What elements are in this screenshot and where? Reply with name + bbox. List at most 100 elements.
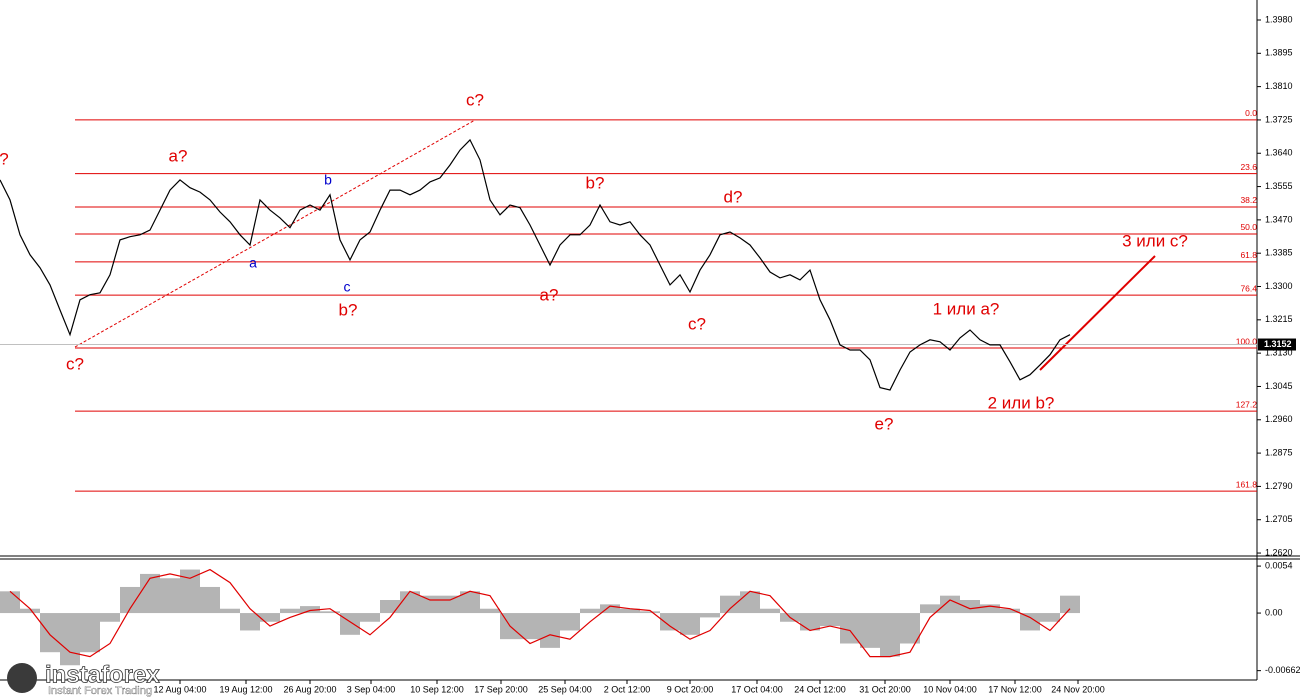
price-line xyxy=(0,138,1071,391)
y-tick-label: 0.0054 xyxy=(1265,560,1293,570)
y-tick-label: 1.3895 xyxy=(1265,48,1293,58)
macd-bar xyxy=(240,613,260,631)
macd-bar xyxy=(160,578,180,614)
x-tick-label: 2 Oct 12:00 xyxy=(604,684,651,694)
macd-bar xyxy=(800,613,820,631)
macd-bar xyxy=(680,613,700,635)
macd-bar xyxy=(20,608,40,614)
wave-label: 2 или b? xyxy=(988,393,1055,412)
wave-label: a xyxy=(249,255,257,271)
fib-label: 50.0 xyxy=(1240,222,1257,232)
fib-label: 23.6 xyxy=(1240,162,1257,172)
y-tick-label: 1.2875 xyxy=(1265,447,1293,457)
fib-label: 127.2 xyxy=(1236,399,1258,409)
x-tick-label: 17 Oct 04:00 xyxy=(731,684,783,694)
macd-bar xyxy=(520,613,540,640)
macd-bar xyxy=(900,613,920,644)
macd-bar xyxy=(560,613,580,631)
macd-bar xyxy=(980,604,1000,614)
macd-bar xyxy=(1020,613,1040,631)
y-tick-label: 1.3810 xyxy=(1265,81,1293,91)
x-tick-label: 10 Sep 12:00 xyxy=(410,684,464,694)
macd-bar xyxy=(760,608,780,614)
trend-dotted xyxy=(74,119,476,348)
x-tick-label: 17 Nov 12:00 xyxy=(988,684,1042,694)
macd-bar xyxy=(840,613,860,644)
wave-label: 3 или c? xyxy=(1122,231,1188,250)
signal-line xyxy=(9,568,1071,658)
macd-bar xyxy=(400,591,420,614)
macd-bar xyxy=(640,611,660,614)
macd-bar xyxy=(940,595,960,614)
y-tick-label: 1.3725 xyxy=(1265,114,1293,124)
forecast-arrow xyxy=(1039,255,1156,371)
fib-label: 76.4 xyxy=(1240,283,1257,293)
macd-bar xyxy=(860,613,880,648)
current-price-label: 1.3152 xyxy=(1264,339,1292,349)
macd-bar xyxy=(480,608,500,614)
macd-bar xyxy=(40,613,60,653)
macd-bar xyxy=(100,613,120,622)
wave-label: c? xyxy=(466,90,484,109)
macd-bar xyxy=(880,613,900,657)
x-tick-label: 19 Aug 12:00 xyxy=(219,684,272,694)
macd-bar xyxy=(220,608,240,614)
wave-label: c? xyxy=(66,354,84,373)
macd-bar xyxy=(120,586,140,614)
macd-bar xyxy=(140,573,160,614)
fib-label: 38.2 xyxy=(1240,195,1257,205)
macd-bar xyxy=(600,604,620,614)
macd-bar xyxy=(360,613,380,622)
fib-label: 61.8 xyxy=(1240,250,1257,260)
y-tick-label: 1.3130 xyxy=(1265,348,1293,358)
y-tick-label: 1.3045 xyxy=(1265,381,1293,391)
logo: instaforex Instant Forex Trading xyxy=(7,661,161,697)
y-tick-label: 1.3215 xyxy=(1265,314,1293,324)
x-tick-label: 12 Aug 04:00 xyxy=(153,684,206,694)
x-tick-label: 24 Oct 12:00 xyxy=(794,684,846,694)
macd-bar xyxy=(660,613,680,631)
x-tick-label: 25 Sep 04:00 xyxy=(538,684,592,694)
wave-label: b xyxy=(324,172,332,188)
y-tick-label: 1.2790 xyxy=(1265,481,1293,491)
macd-bar xyxy=(0,591,20,614)
macd-bar xyxy=(960,600,980,614)
wave-label: c xyxy=(344,279,351,295)
x-tick-label: 31 Oct 20:00 xyxy=(859,684,911,694)
macd-bar xyxy=(300,606,320,614)
current-price-box xyxy=(1258,338,1296,351)
wave-label: b? xyxy=(586,173,605,192)
macd-bar xyxy=(320,611,340,614)
macd-bar xyxy=(340,613,360,635)
wave-label: ? xyxy=(0,149,9,168)
brand: instaforex xyxy=(45,661,160,688)
macd-bar xyxy=(200,586,220,614)
y-tick-label: 1.3980 xyxy=(1265,14,1293,24)
x-tick-label: 24 Nov 20:00 xyxy=(1051,684,1105,694)
x-tick-label: 17 Sep 20:00 xyxy=(474,684,528,694)
macd-bar xyxy=(580,608,600,614)
macd-bar xyxy=(620,608,640,614)
logo-icon xyxy=(7,663,37,693)
wave-label: d? xyxy=(724,187,743,206)
macd-bar xyxy=(1000,608,1020,614)
y-tick-label: 0.00 xyxy=(1265,607,1283,617)
wave-label: e? xyxy=(875,414,894,433)
wave-label: c? xyxy=(688,314,706,333)
macd-bar xyxy=(1060,595,1080,614)
macd-bar xyxy=(280,608,300,614)
macd-bar xyxy=(180,569,200,614)
macd-bar xyxy=(820,613,840,627)
y-tick-label: 1.2960 xyxy=(1265,414,1293,424)
macd-bar xyxy=(380,600,400,614)
macd-bar xyxy=(720,595,740,614)
macd-bar xyxy=(1040,613,1060,622)
x-tick-label: 10 Nov 04:00 xyxy=(923,684,977,694)
macd-bar xyxy=(740,591,760,614)
y-tick-label: 1.3555 xyxy=(1265,181,1293,191)
wave-label: 1 или a? xyxy=(933,299,1000,318)
x-tick-label: 3 Sep 04:00 xyxy=(347,684,396,694)
x-tick-label: 9 Oct 20:00 xyxy=(667,684,714,694)
fib-label: 100.0 xyxy=(1236,336,1258,346)
